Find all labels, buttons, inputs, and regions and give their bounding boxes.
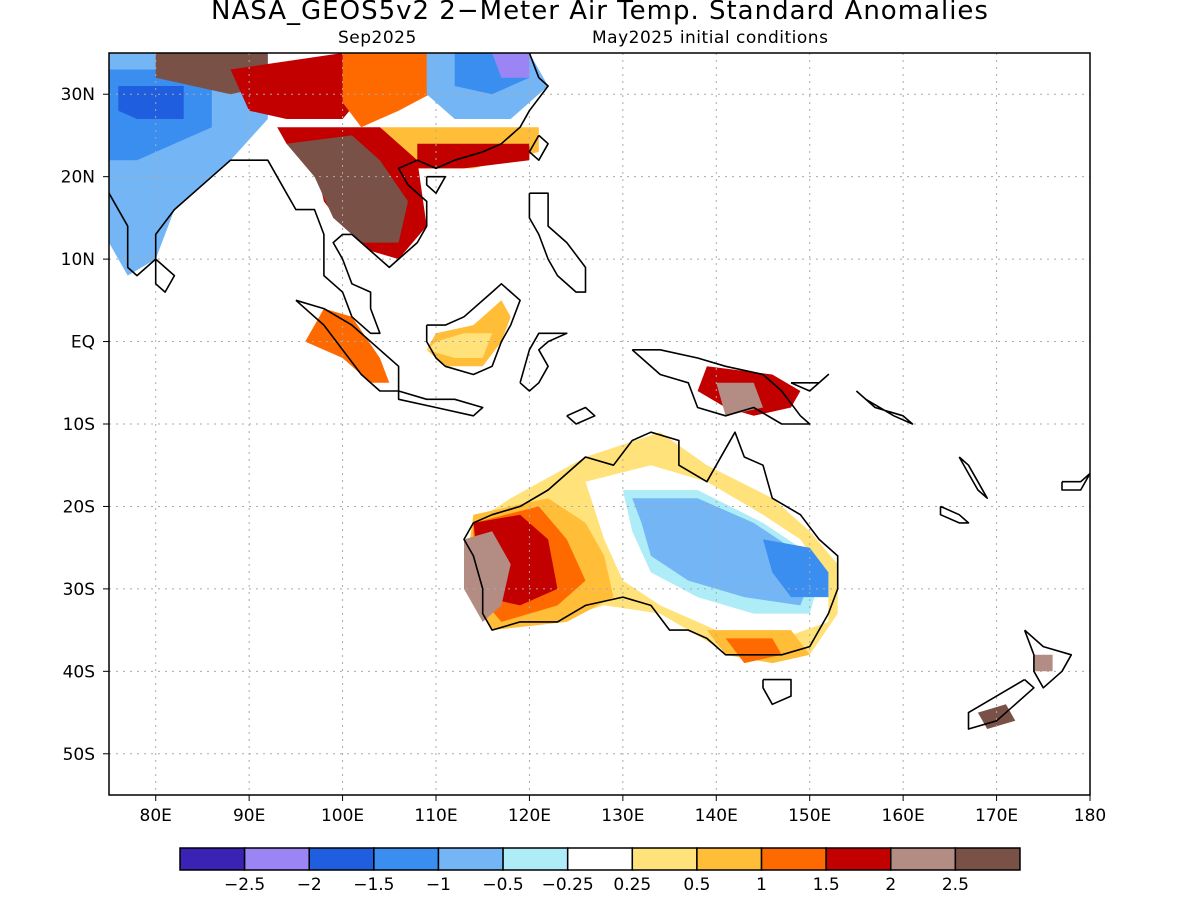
legend-label: 2.5 <box>942 875 969 895</box>
legend-label: −1 <box>426 875 451 895</box>
legend-label: −1.5 <box>353 875 394 895</box>
anomaly-region-aus-se-red <box>725 638 782 664</box>
lon-tick-label: 120E <box>508 806 551 826</box>
coast-philippines <box>528 192 587 293</box>
lon-tick-label: 170E <box>975 806 1018 826</box>
legend-swatch <box>308 847 375 871</box>
lon-tick-label: 90E <box>233 806 265 826</box>
coast-borneo <box>425 283 521 376</box>
coast-india-coast <box>109 53 549 335</box>
coast-taiwan <box>528 134 549 161</box>
legend-label: 1.5 <box>813 875 840 895</box>
legend-swatch <box>760 847 827 871</box>
lat-tick-label: 50S <box>63 745 95 765</box>
coast-fiji <box>1061 472 1090 491</box>
latitude-ticks: 30N 20N 10N EQ 10S 20S 30S 40S 50S <box>61 85 109 765</box>
legend-swatch <box>566 847 634 871</box>
lon-tick-label: 110E <box>414 806 457 826</box>
legend-label: 2 <box>885 875 896 895</box>
coast-nz-south <box>967 678 1035 730</box>
lat-tick-label: 10S <box>63 415 95 435</box>
legend-label: 1 <box>756 875 767 895</box>
legend-swatch <box>890 847 957 871</box>
legend-label: −0.25 <box>542 875 594 895</box>
lat-tick-label: 30N <box>61 85 95 105</box>
lon-tick-label: 80E <box>140 806 172 826</box>
anomaly-fills <box>109 53 1053 729</box>
legend-swatch <box>631 847 698 871</box>
initial-conditions-label: May2025 initial conditions <box>592 28 829 48</box>
anomaly-region-himalaya-hot <box>230 53 371 119</box>
lat-tick-label: 20N <box>61 168 95 188</box>
anomaly-region-aus-west-brown <box>464 531 511 622</box>
coast-solomons <box>855 390 914 425</box>
legend-label: −2 <box>297 875 322 895</box>
coast-nz-north <box>1023 629 1073 689</box>
coast-new-guinea <box>631 349 811 425</box>
coast-tasmania <box>762 678 792 706</box>
anomaly-region-china-w-warm <box>342 53 446 128</box>
anomaly-region-aus-blue-east <box>763 539 829 598</box>
valid-month-label: Sep2025 <box>338 28 417 48</box>
legend-swatch <box>825 847 892 871</box>
coast-hainan <box>425 175 447 194</box>
anomaly-region-china-s-hot <box>417 143 530 169</box>
legend-swatch <box>954 847 1021 871</box>
legend-label: 0.5 <box>683 875 710 895</box>
anomaly-region-indochina-warm <box>286 135 408 243</box>
lat-tick-label: 40S <box>63 662 95 682</box>
lon-tick-label: 180 <box>1074 806 1106 826</box>
coast-sulawesi <box>519 332 568 392</box>
longitude-ticks: 80E 90E 100E 110E 120E 130E 140E 150E 160E 170E 18… <box>140 795 1106 826</box>
coast-java <box>397 390 484 417</box>
lon-tick-label: 100E <box>321 806 364 826</box>
lon-tick-label: 130E <box>601 806 644 826</box>
lat-tick-label: 30S <box>63 580 95 600</box>
lat-tick-label: 10N <box>61 250 95 270</box>
lon-tick-label: 140E <box>695 806 738 826</box>
legend-swatch <box>373 847 440 871</box>
legend-label: −0.5 <box>482 875 523 895</box>
legend-label: 0.25 <box>613 875 651 895</box>
anomaly-region-china-coldest <box>492 53 530 78</box>
lon-tick-label: 160E <box>882 806 925 826</box>
coast-new-caledonia <box>939 505 970 524</box>
lon-tick-label: 150E <box>788 806 831 826</box>
page-title: NASA_GEOS5v2 2−Meter Air Temp. Standard … <box>211 0 989 26</box>
legend-swatch <box>502 847 569 871</box>
coast-sri-lanka <box>154 258 176 293</box>
lat-tick-label: EQ <box>71 333 95 353</box>
anomaly-region-borneo-mild <box>426 333 493 358</box>
coast-bismarck <box>790 373 830 392</box>
legend-swatch <box>179 847 246 871</box>
color-legend: −2.5 −2 −1.5 −1 −0.5 −0.25 0.25 0.5 1 1.5 2 2.5 <box>179 847 1021 895</box>
legend-swatch <box>696 847 763 871</box>
legend-swatch <box>437 847 504 871</box>
coastlines <box>109 53 1090 730</box>
legend-swatch <box>243 847 310 871</box>
lat-tick-label: 20S <box>63 497 95 517</box>
anomaly-region-nz-n-warm <box>1033 654 1053 672</box>
coast-timor <box>566 406 596 425</box>
coast-australia <box>463 431 839 656</box>
coast-vanuatu <box>958 456 988 499</box>
legend-label: −2.5 <box>224 875 265 895</box>
anomaly-region-aus-blue <box>632 498 810 606</box>
anomaly-region-india-coldest <box>118 86 184 119</box>
